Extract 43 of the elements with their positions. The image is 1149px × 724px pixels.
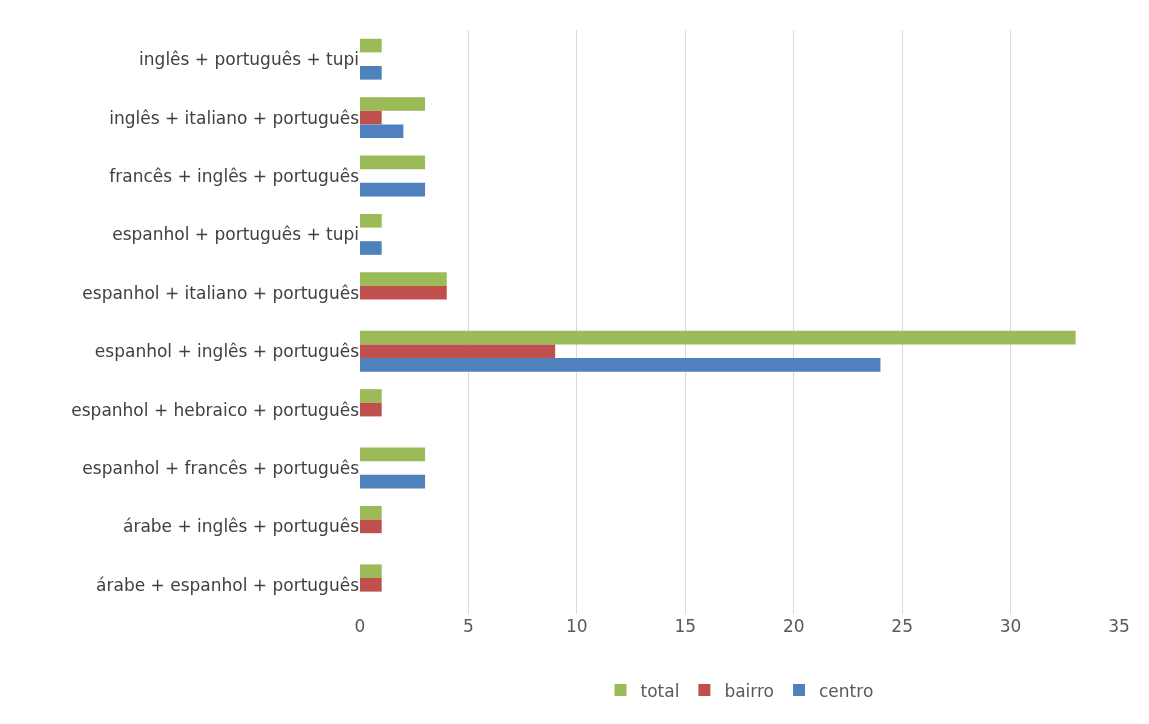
bar [360, 474, 426, 489]
x-tick-label: 15 [674, 616, 697, 636]
y-tick-label: espanhol + português + tupi [112, 224, 359, 245]
bar [360, 389, 382, 403]
bar [360, 241, 382, 255]
bar [360, 272, 447, 286]
legend-label: centro [819, 680, 874, 701]
x-tick-label: 25 [891, 616, 913, 636]
bar [360, 213, 382, 228]
y-tick-label: espanhol + hebraico + português [71, 399, 360, 420]
y-tick-label: espanhol + italiano + português [82, 282, 360, 303]
bar [360, 66, 382, 80]
x-tick-label: 10 [566, 616, 588, 636]
x-tick-label: 35 [1108, 616, 1130, 636]
bar [360, 358, 881, 372]
bar [360, 182, 426, 197]
bar [360, 505, 382, 520]
x-tick-label: 5 [463, 616, 474, 636]
bar [360, 330, 1076, 345]
y-tick-label: francês + inglês + português [109, 165, 360, 186]
bar [360, 402, 382, 417]
x-tick-label: 30 [999, 616, 1022, 636]
x-tick-label: 0 [354, 616, 366, 636]
y-tick-label: espanhol + francês + português [82, 457, 360, 478]
bar [360, 519, 382, 534]
bar [360, 285, 447, 300]
bar [360, 155, 426, 170]
y-tick-label: espanhol + inglês + português [94, 341, 360, 362]
bar [360, 97, 426, 111]
y-tick-label: árabe + espanhol + português [96, 574, 360, 595]
bar [360, 447, 426, 462]
bar [360, 124, 404, 139]
legend-label: bairro [724, 680, 775, 701]
bar [360, 577, 382, 592]
bar [360, 564, 382, 578]
legend-label: total [640, 680, 680, 701]
y-tick-label: inglês + português + tupi [139, 49, 359, 70]
bar [360, 344, 556, 359]
bar [360, 110, 382, 125]
bar [360, 38, 382, 53]
y-tick-label: árabe + inglês + português [122, 516, 360, 537]
y-tick-label: inglês + italiano + português [109, 107, 360, 128]
x-tick-label: 20 [782, 616, 805, 636]
